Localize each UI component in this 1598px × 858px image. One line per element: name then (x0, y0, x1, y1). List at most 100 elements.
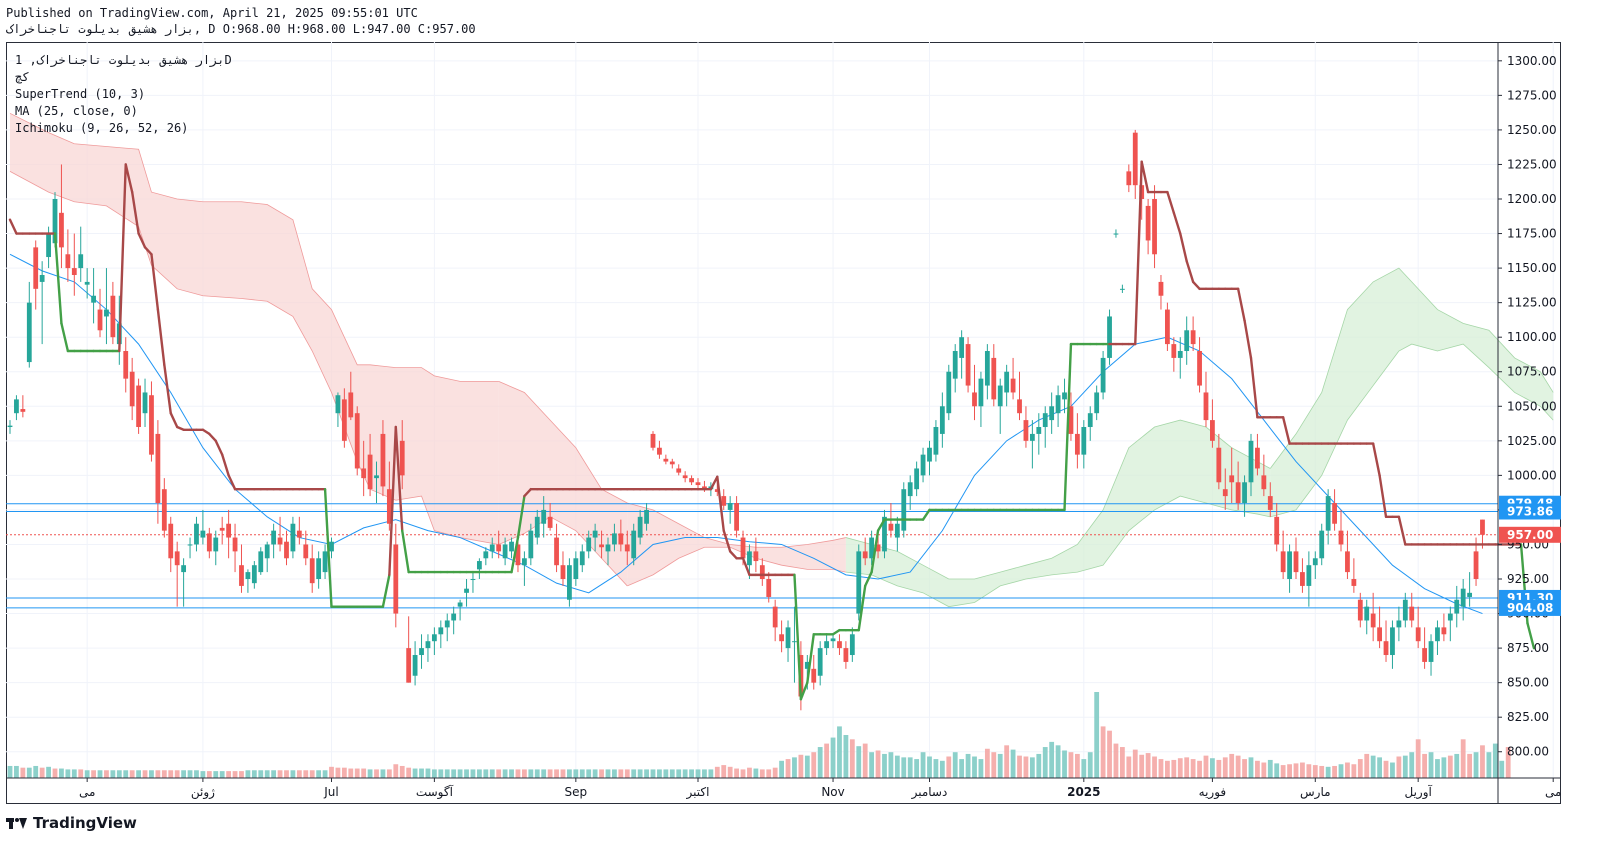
candle-body (1312, 558, 1318, 566)
volume-bar (1081, 759, 1087, 778)
candle-body (599, 544, 604, 548)
candle-body (110, 295, 116, 338)
price-label: 973.86 (1507, 504, 1553, 518)
candle-body (399, 440, 405, 476)
candle-body (367, 454, 373, 490)
volume-bar (830, 737, 836, 778)
volume-bar (1435, 759, 1440, 778)
candle-body (142, 392, 148, 414)
volume-bar (174, 770, 180, 778)
volume-bar (1390, 762, 1395, 778)
volume-bar (592, 769, 598, 778)
candle-body (496, 544, 502, 552)
ichimoku-span-b (845, 495, 1271, 608)
volume-bar (849, 739, 855, 778)
candle-body (984, 351, 990, 386)
candle-body (52, 199, 58, 244)
published-header: Published on TradingView.com, April 21, … (6, 6, 418, 20)
legend-symbol[interactable]: بزار هشیق بدیلوت تاجناخراک, 1D (15, 53, 232, 67)
candle-body (258, 551, 264, 573)
volume-bar (515, 769, 521, 778)
volume-bar (1113, 743, 1119, 778)
candle-body (1473, 551, 1479, 580)
volume-bar (226, 771, 232, 778)
candle-body (657, 447, 662, 455)
supertrend-segment (722, 529, 732, 553)
candle-body (329, 541, 334, 552)
volume-bar (200, 771, 206, 778)
supertrend-segment (1063, 342, 1073, 512)
supertrend-segment (323, 487, 333, 608)
volume-bar (52, 768, 58, 778)
volume-bar (1396, 756, 1402, 778)
candle-body (264, 544, 270, 559)
y-tick-label: 875.00 (1507, 641, 1549, 655)
candle-body (1004, 371, 1010, 393)
volume-bar (624, 769, 630, 778)
legend-ichimoku[interactable]: Ichimoku (9, 26, 52, 26) (15, 121, 189, 135)
candle-body (1081, 427, 1087, 455)
candle-body (843, 648, 849, 662)
volume-bar (341, 767, 347, 778)
volume-bar (695, 769, 701, 778)
volume-bar (232, 771, 238, 778)
supertrend-segment (1281, 416, 1291, 445)
candle-body (676, 468, 682, 473)
candle-body (1383, 641, 1389, 656)
y-tick-label: 1225.00 (1507, 157, 1557, 171)
candle-body (1261, 475, 1267, 490)
volume-bar (393, 764, 399, 778)
candle-body (830, 638, 836, 642)
candle-body (1460, 588, 1466, 607)
volume-bar (1049, 741, 1055, 778)
supertrend-segment (1140, 160, 1150, 194)
candle-body (1351, 579, 1357, 586)
volume-bar (1345, 762, 1350, 778)
candle-body (1107, 316, 1112, 358)
candle-body (1422, 648, 1427, 662)
candle-body (541, 509, 547, 524)
volume-bar (1447, 755, 1453, 778)
supertrend-segment (870, 529, 880, 574)
volume-bar (91, 770, 96, 778)
volume-bar (1152, 756, 1157, 778)
supertrend-segment (214, 439, 224, 456)
supertrend-segment (741, 557, 751, 577)
volume-bar (798, 754, 804, 778)
candle-body (502, 544, 508, 559)
candle-body (71, 268, 77, 276)
legend-ma[interactable]: MA (25, close, 0) (15, 104, 138, 118)
volume-bar (644, 769, 649, 778)
volume-bar (329, 766, 334, 778)
candle-body (522, 558, 527, 566)
candle-body (309, 558, 315, 584)
candle-body (149, 395, 154, 455)
volume-bar (1017, 755, 1022, 778)
candle-body (451, 613, 457, 621)
volume-bar (1216, 759, 1222, 778)
volume-bar (1222, 757, 1228, 778)
volume-bar (1190, 759, 1196, 778)
y-tick-label: 1025.00 (1507, 434, 1557, 448)
supertrend-segment (388, 425, 397, 577)
legend-supertrend[interactable]: SuperTrend (10, 3) (15, 87, 146, 101)
footer-brand[interactable]: TradingView (6, 814, 137, 832)
x-tick-label: می (79, 785, 95, 799)
y-tick-label: 1175.00 (1507, 227, 1557, 241)
candle-body (914, 468, 920, 490)
supertrend-segment (60, 322, 70, 353)
candle-body (464, 588, 469, 593)
volume-bar (284, 770, 289, 778)
candle-body (1467, 592, 1473, 597)
candle-body (290, 523, 296, 552)
candle-body (20, 409, 26, 412)
volume-bar (734, 768, 739, 778)
volume-bar (599, 769, 604, 778)
price-chart[interactable]: 800.00825.00850.00875.00900.00925.00950.… (6, 42, 1561, 804)
candle-body (194, 523, 199, 545)
candle-body (1119, 288, 1125, 290)
volume-bar (920, 752, 926, 778)
candle-body (997, 385, 1003, 407)
volume-bar (843, 735, 849, 778)
volume-bar (952, 752, 958, 778)
